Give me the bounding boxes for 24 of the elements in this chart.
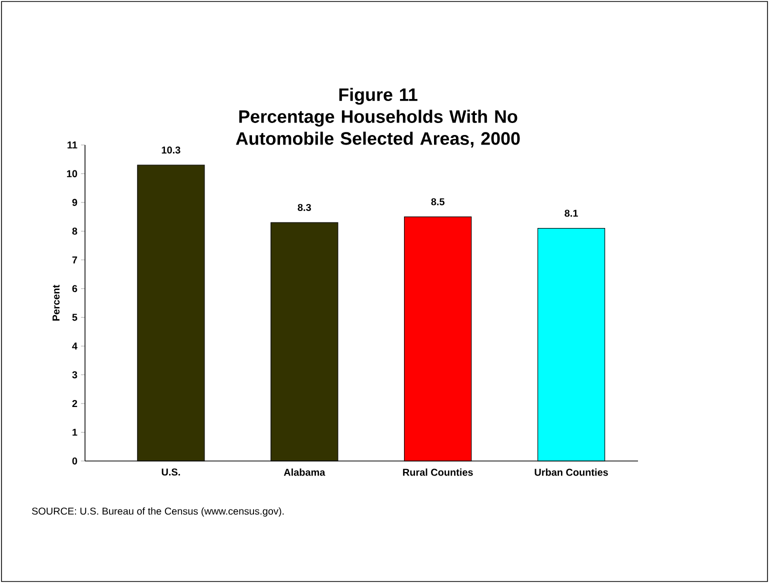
data-label: 8.3 xyxy=(298,204,311,212)
y-tick-label: 1 xyxy=(72,428,78,436)
x-tick-label: U.S. xyxy=(162,468,180,476)
y-tick-label: 6 xyxy=(72,285,78,292)
y-tick-label: 3 xyxy=(72,371,78,378)
y-tick-label: 10 xyxy=(67,170,78,178)
y-tick-label: 4 xyxy=(72,342,78,350)
data-label: 10.3 xyxy=(162,146,180,154)
chart-title: Figure 11 xyxy=(339,88,418,105)
y-tick-label: 5 xyxy=(72,314,78,321)
x-tick-label: Rural Counties xyxy=(403,468,473,476)
y-tick-label: 8 xyxy=(72,228,78,235)
y-tick-label: 7 xyxy=(72,256,78,264)
source-note: SOURCE: U.S. Bureau of the Census (www.census.gov). xyxy=(32,507,284,517)
x-tick-label: Alabama xyxy=(284,468,326,476)
y-axis-title: Percent xyxy=(52,284,60,321)
data-label: 8.5 xyxy=(431,198,444,206)
y-tick-label: 0 xyxy=(72,457,78,465)
chart-subtitle: Percentage Households With No Automobile Selected Areas, 2000 xyxy=(236,110,520,148)
y-tick-label: 9 xyxy=(72,198,78,206)
data-label: 8.1 xyxy=(564,210,578,217)
x-tick-label: Urban Counties xyxy=(534,468,608,476)
y-tick-label: 11 xyxy=(68,142,78,148)
y-tick-label: 2 xyxy=(72,400,78,408)
